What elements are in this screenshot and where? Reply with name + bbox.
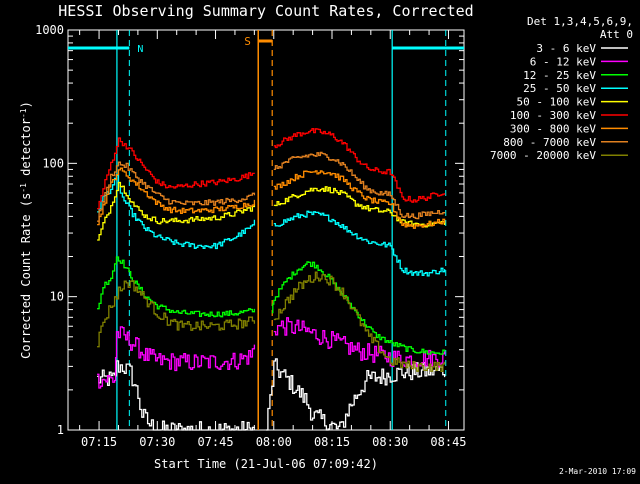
y-axis-label-sup-1: -1 (19, 183, 28, 193)
y-axis-label-sup-2: -1 (19, 108, 28, 118)
x-tick-label: 08:30 (372, 435, 408, 449)
series-line (97, 161, 256, 222)
legend-header-line-1: Det 1,3,4,5,6,9, (527, 15, 633, 28)
legend-entry-label: 50 - 100 keV (517, 96, 597, 109)
series-layer (97, 128, 446, 431)
series-line (273, 170, 446, 229)
x-tick-label: 07:45 (197, 435, 233, 449)
series-line (273, 128, 446, 203)
series-line (271, 261, 446, 355)
series-line (97, 360, 256, 431)
y-tick-label: 1000 (35, 23, 64, 37)
x-tick-label: 07:15 (81, 435, 117, 449)
series-line (97, 280, 256, 348)
x-tick-label: 08:15 (314, 435, 350, 449)
legend-header-line-2: Att 0 (600, 28, 633, 41)
saa-marker-label: S (244, 35, 251, 48)
legend-entry-label: 100 - 300 keV (510, 109, 596, 122)
x-axis-label: Start Time (21-Jul-06 07:09:42) (154, 457, 378, 471)
series-line (273, 271, 446, 373)
series-line (273, 317, 446, 368)
legend-entry-label: 7000 - 20000 keV (490, 149, 596, 162)
y-axis-label: Corrected Count Rate (s-1 detector-1) (19, 101, 33, 359)
marker-lines (68, 30, 464, 430)
y-axis-label-part-c: ) (19, 101, 33, 108)
series-line (273, 151, 446, 220)
plot-border (67, 29, 465, 431)
series-line (97, 256, 256, 318)
series-line (97, 326, 256, 389)
series-line (97, 167, 256, 226)
legend-entry-label: 300 - 800 keV (510, 122, 596, 135)
night-marker-label: N (137, 44, 143, 55)
y-tick-label: 100 (42, 156, 64, 170)
series-line (273, 186, 446, 228)
legend-entry-label: 6 - 12 keV (530, 55, 597, 68)
y-axis-label-part-a: Corrected Count Rate (s (19, 193, 33, 359)
legend-entry-label: 3 - 6 keV (536, 42, 596, 55)
legend-entry-label: 25 - 50 keV (523, 82, 596, 95)
x-tick-label: 08:45 (430, 435, 466, 449)
x-tick-label: 07:30 (139, 435, 175, 449)
timestamp: 2-Mar-2010 17:09 (559, 467, 636, 476)
series-line (273, 210, 446, 277)
series-line (97, 181, 256, 241)
series-line (97, 137, 256, 210)
chart-title: HESSI Observing Summary Count Rates, Cor… (58, 2, 473, 20)
y-axis-label-part-b: detector (19, 118, 33, 183)
series-line (97, 174, 256, 250)
plot-frame (67, 29, 465, 431)
legend-entry-label: 12 - 25 keV (523, 69, 596, 82)
y-tick-label: 10 (50, 290, 64, 304)
x-tick-label: 08:00 (256, 435, 292, 449)
series-line (266, 358, 446, 431)
y-axis-ticks: 1 10 100 1000 (35, 23, 464, 437)
x-axis-ticks: 07:15 07:30 07:45 08:00 08:15 08:30 08:45 (79, 30, 467, 449)
legend-entry-label: 800 - 7000 keV (503, 136, 596, 149)
y-tick-label: 1 (57, 423, 64, 437)
